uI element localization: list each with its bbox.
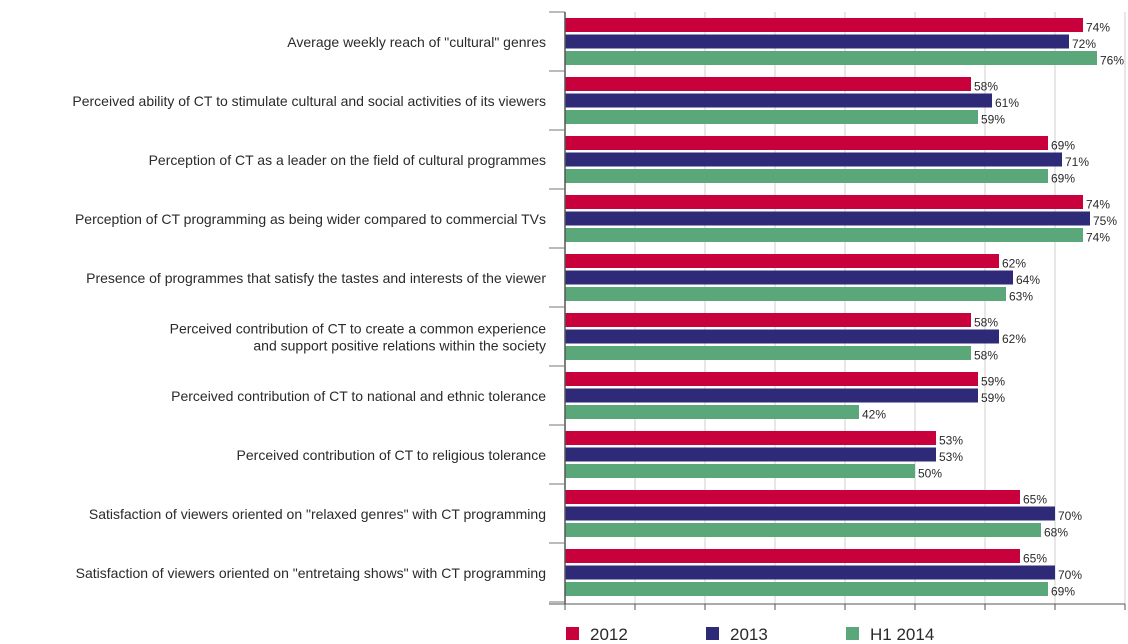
category-label: Perceived ability of CT to stimulate cul… — [72, 93, 546, 109]
bar-2012 — [565, 18, 1083, 32]
category-label: Perception of CT programming as being wi… — [75, 211, 546, 227]
bar-h1-2014 — [565, 110, 978, 124]
data-label: 62% — [1002, 257, 1026, 271]
data-label: 65% — [1023, 552, 1047, 566]
legend-label: 2013 — [730, 625, 768, 644]
bar-h1-2014 — [565, 405, 859, 419]
data-label: 59% — [981, 375, 1005, 389]
data-label: 76% — [1100, 54, 1124, 68]
bar-2013 — [565, 506, 1055, 521]
category-labels: Average weekly reach of "cultural" genre… — [72, 34, 546, 581]
bars — [565, 18, 1097, 596]
data-label: 71% — [1065, 155, 1089, 169]
category-label: Satisfaction of viewers oriented on "ent… — [76, 565, 546, 581]
data-label: 74% — [1086, 198, 1110, 212]
data-label: 53% — [939, 434, 963, 448]
data-label: 61% — [995, 96, 1019, 110]
bar-2013 — [565, 447, 936, 462]
category-label: Perceived contribution of CT to religiou… — [237, 447, 547, 463]
bar-2013 — [565, 93, 992, 108]
data-label: 53% — [939, 450, 963, 464]
data-label: 75% — [1093, 214, 1117, 228]
data-label: 69% — [1051, 585, 1075, 599]
bar-2012 — [565, 195, 1083, 209]
category-label: Perceived contribution of CT to national… — [171, 388, 546, 404]
bar-h1-2014 — [565, 346, 971, 360]
data-label: 58% — [974, 316, 998, 330]
data-label: 50% — [918, 467, 942, 481]
bar-h1-2014 — [565, 523, 1041, 537]
legend-label: 2012 — [590, 625, 628, 644]
data-label: 65% — [1023, 493, 1047, 507]
legend-label: H1 2014 — [870, 625, 934, 644]
data-label: 42% — [862, 408, 886, 422]
data-label: 69% — [1051, 139, 1075, 153]
category-label: Perception of CT as a leader on the fiel… — [149, 152, 546, 168]
data-label: 70% — [1058, 509, 1082, 523]
data-label: 72% — [1072, 37, 1096, 51]
data-label: 59% — [981, 391, 1005, 405]
bar-2013 — [565, 329, 999, 344]
bar-2012 — [565, 313, 971, 327]
data-label: 59% — [981, 113, 1005, 127]
legend-swatch-2013 — [706, 627, 719, 640]
data-label: 58% — [974, 80, 998, 94]
bar-2013 — [565, 270, 1013, 285]
data-label: 58% — [974, 349, 998, 363]
legend-swatch-2012 — [566, 627, 579, 640]
bar-2012 — [565, 372, 978, 386]
legend-swatch-h1-2014 — [846, 627, 859, 640]
data-label: 74% — [1086, 21, 1110, 35]
data-label: 62% — [1002, 332, 1026, 346]
value-labels: 74% 72% 76% 58% 61% 59% 69% 71% 69% 74% 75% 74% 62% 6… — [862, 21, 1124, 599]
data-label: 64% — [1016, 273, 1040, 287]
bar-h1-2014 — [565, 287, 1006, 301]
bar-2012 — [565, 136, 1048, 150]
data-label: 63% — [1009, 290, 1033, 304]
data-label: 74% — [1086, 231, 1110, 245]
bar-2013 — [565, 565, 1055, 580]
bar-2012 — [565, 77, 971, 91]
category-label: Satisfaction of viewers oriented on "rel… — [89, 506, 546, 522]
bar-2012 — [565, 254, 999, 268]
bar-h1-2014 — [565, 228, 1083, 242]
data-label: 68% — [1044, 526, 1068, 540]
data-label: 69% — [1051, 172, 1075, 186]
bar-2012 — [565, 490, 1020, 504]
bar-2013 — [565, 211, 1090, 226]
bar-2013 — [565, 152, 1062, 167]
bar-h1-2014 — [565, 464, 915, 478]
category-label: Presence of programmes that satisfy the … — [86, 270, 546, 286]
bar-2013 — [565, 388, 978, 403]
category-label: Perceived contribution of CT to create a… — [170, 321, 547, 354]
bar-h1-2014 — [565, 582, 1048, 596]
bar-h1-2014 — [565, 51, 1097, 65]
legend: 2012 2013 H1 2014 — [566, 625, 934, 644]
bar-h1-2014 — [565, 169, 1048, 183]
bar-2012 — [565, 549, 1020, 563]
bar-2012 — [565, 431, 936, 445]
axis — [549, 11, 1126, 610]
bar-2013 — [565, 34, 1069, 49]
data-label: 70% — [1058, 568, 1082, 582]
category-label: Average weekly reach of "cultural" genre… — [287, 34, 546, 50]
